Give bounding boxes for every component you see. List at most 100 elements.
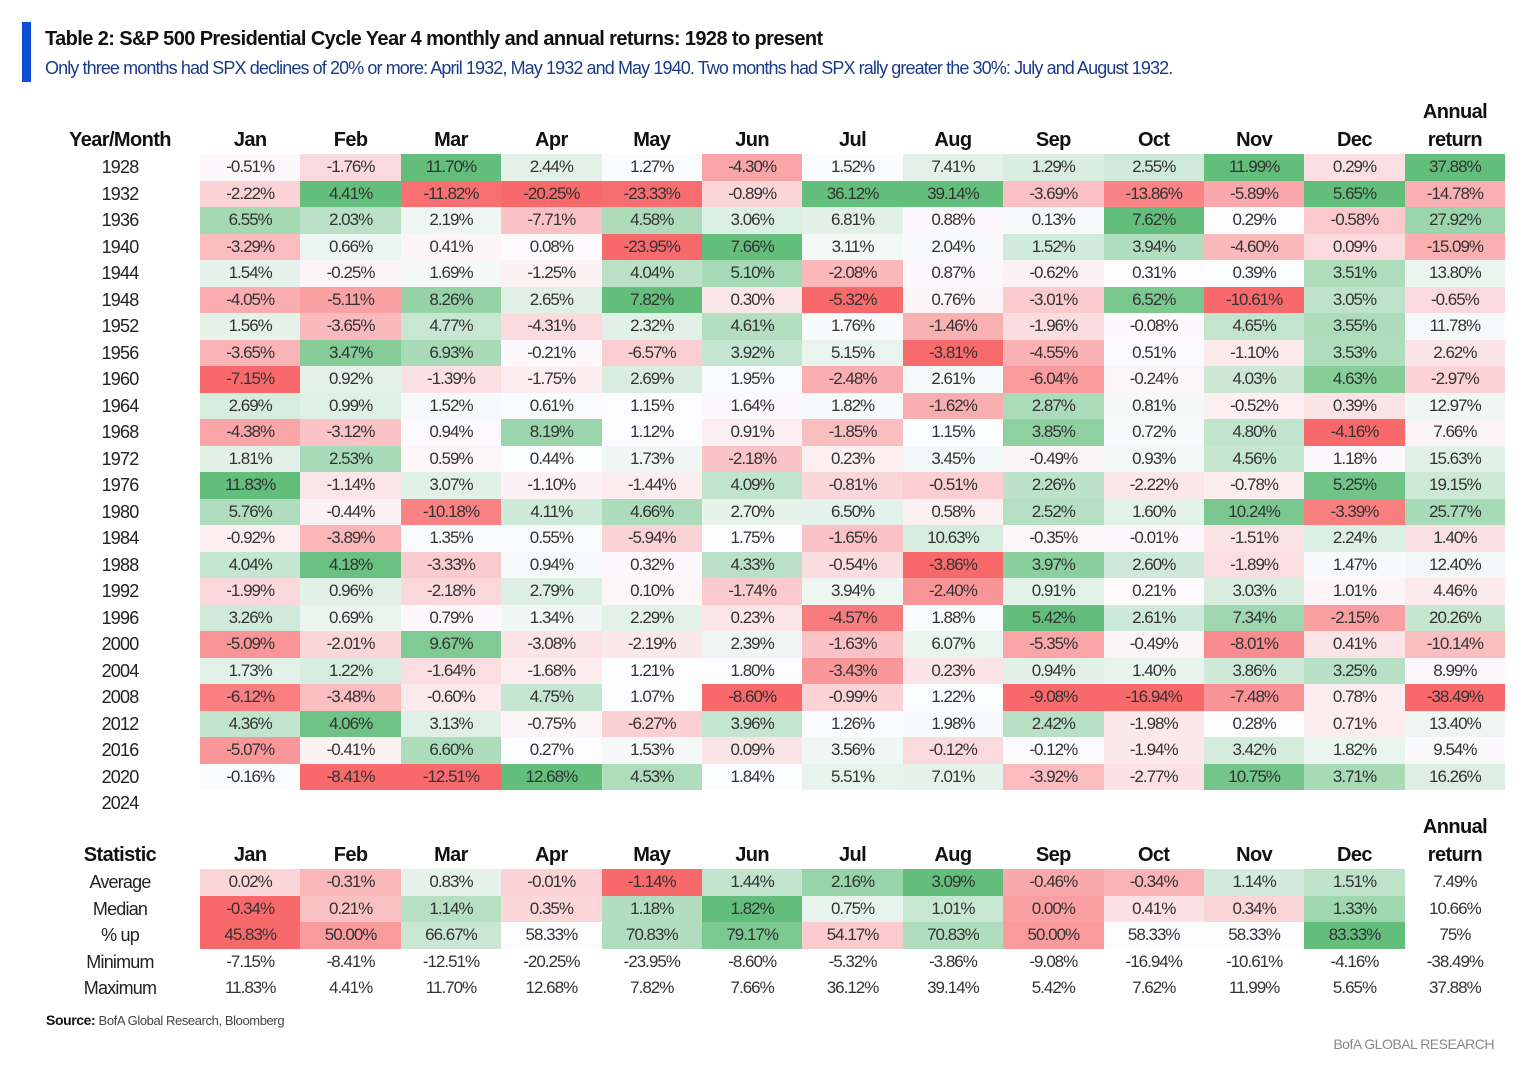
column-header-jun: Jun [735, 844, 770, 866]
heatmap-cell: -23.95% [601, 233, 702, 260]
heatmap-cell: -0.51% [902, 472, 1004, 499]
heatmap-cell: -0.54% [802, 551, 903, 578]
heatmap-cell: 1.98% [902, 710, 1004, 737]
heatmap-cell: 3.03% [1203, 578, 1305, 605]
stat-cell: -0.01% [501, 869, 602, 896]
stat-cell: -23.95% [623, 951, 681, 971]
column-header-oct: Oct [1137, 129, 1170, 151]
heatmap-cell: 3.06% [701, 207, 803, 234]
heatmap-cell: 0.88% [902, 207, 1004, 234]
stat-cell: -7.15% [226, 951, 275, 971]
heatmap-cell: 11.83% [200, 472, 301, 499]
stat-cell: 0.35% [501, 895, 602, 922]
heatmap-cell: 1.75% [701, 525, 803, 552]
heatmap-cell: 15.63% [1404, 445, 1506, 472]
heatmap-cell: -2.18% [400, 578, 502, 605]
table-row: 2016 -5.07% -0.41% 6.60% 0.27% 1.53% 0.09% 3.56… [40, 737, 1506, 764]
heatmap-cell: -0.81% [802, 472, 903, 499]
heatmap-cell: -5.35% [1003, 631, 1104, 658]
table-row: 1964 2.69% 0.99% 1.52% 0.61% 1.15% 1.64% 1.82% -… [40, 392, 1506, 419]
heatmap-cell: 0.27% [501, 737, 602, 764]
year-label: 1928 [101, 157, 140, 177]
year-label: 1960 [101, 369, 140, 389]
heatmap-cell: -1.39% [400, 366, 502, 393]
heatmap-cell: 3.97% [1003, 551, 1104, 578]
heatmap-cell: 1.12% [601, 419, 702, 446]
heatmap-cell: 8.99% [1404, 657, 1506, 684]
heatmap-cell: -1.75% [501, 366, 602, 393]
column-header-aug: Aug [934, 129, 972, 151]
heatmap-cell: 2.87% [1003, 392, 1104, 419]
column-header-oct: Oct [1137, 844, 1170, 866]
heatmap-cell: -10.18% [400, 498, 502, 525]
heatmap-cell: 1.15% [601, 392, 702, 419]
year-label: 1968 [101, 422, 140, 442]
heatmap-cell: 0.94% [501, 551, 602, 578]
heatmap-cell: -0.52% [1203, 392, 1305, 419]
heatmap-cell: 1.56% [200, 313, 301, 340]
heatmap-cell: 3.07% [400, 472, 502, 499]
stat-label: % up [101, 925, 140, 945]
table-title: Table 2: S&P 500 Presidential Cycle Year… [45, 28, 823, 50]
year-label: 1992 [101, 581, 140, 601]
stat-cell: 50.00% [300, 922, 401, 949]
column-header-jan: Jan [233, 129, 267, 151]
stat-cell: -12.51% [422, 951, 480, 971]
heatmap-cell: 0.61% [501, 392, 602, 419]
heatmap-cell: -2.22% [1103, 472, 1204, 499]
heatmap-cell: 4.58% [601, 207, 702, 234]
heatmap-cell: -1.96% [1003, 313, 1104, 340]
heatmap-cell: -8.01% [1203, 631, 1305, 658]
heatmap-cell: -0.25% [300, 260, 401, 287]
stat-row: Average 0.02% -0.31% 0.83% -0.01% -1.14% 1.44%… [40, 869, 1505, 896]
stat-cell: -38.49% [1426, 951, 1484, 971]
column-header-mar: Mar [434, 129, 468, 151]
heatmap-cell: 1.34% [501, 604, 602, 631]
year-label: 1940 [101, 236, 140, 257]
heatmap-cell: -0.58% [1304, 207, 1405, 234]
heatmap-cell: 3.45% [902, 445, 1004, 472]
table-row: 1940 -3.29% 0.66% 0.41% 0.08% -23.95% 7.66% 3.1… [40, 233, 1506, 260]
heatmap-cell: 0.39% [1203, 260, 1305, 287]
heatmap-cell: 6.07% [902, 631, 1004, 658]
heatmap-cell: -0.44% [300, 498, 401, 525]
heatmap-cell: 4.09% [701, 472, 803, 499]
heatmap-cell: -0.21% [501, 339, 602, 366]
stat-row: Median -0.34% 0.21% 1.14% 0.35% 1.18% 1.82% 0.7… [40, 895, 1505, 922]
heatmap-cell: -1.44% [601, 472, 702, 499]
heatmap-cell: 5.76% [200, 498, 301, 525]
heatmap-cell: 4.33% [701, 551, 803, 578]
stat-cell: 0.75% [802, 895, 903, 922]
heatmap-cell: 10.24% [1203, 498, 1305, 525]
heatmap-cell: -4.55% [1003, 339, 1104, 366]
heatmap-cell: 4.11% [501, 498, 602, 525]
heatmap-cell: 1.27% [601, 154, 702, 181]
heatmap-cell: 0.09% [701, 737, 803, 764]
table-row: 1956 -3.65% 3.47% 6.93% -0.21% -6.57% 3.92% 5.1… [40, 339, 1506, 366]
heatmap-cell: 2.70% [701, 498, 803, 525]
year-label: 1952 [101, 316, 140, 336]
header-row: Year/Month Jan Feb Mar Apr May Jun Jul Aug Sep Oct… [40, 126, 1505, 154]
stat-cell: 3.09% [902, 869, 1004, 896]
heatmap-cell: -1.25% [501, 260, 602, 287]
heatmap-cell: 0.29% [1304, 154, 1405, 181]
heatmap-cell: 3.42% [1203, 737, 1305, 764]
table-row: 2008 -6.12% -3.48% -0.60% 4.75% 1.07% -8.60% -0… [40, 684, 1506, 711]
table-row: 2012 4.36% 4.06% 3.13% -0.75% -6.27% 3.96% 1.26… [40, 710, 1506, 737]
heatmap-cell: 1.22% [300, 657, 401, 684]
year-label: 2016 [101, 740, 140, 760]
source-label: Source: [46, 1012, 96, 1028]
heatmap-cell: -2.01% [300, 631, 401, 658]
heatmap-cell: 0.94% [1003, 657, 1104, 684]
heatmap-cell: 0.08% [501, 233, 602, 260]
column-header-apr: Apr [535, 844, 568, 866]
heatmap-cell: 0.28% [1203, 710, 1305, 737]
statistics-table: Annual Statistic Jan Feb Mar Apr May Jun Jul Aug S… [40, 813, 1505, 1002]
heatmap-cell: 4.77% [400, 313, 502, 340]
heatmap-cell: 1.76% [802, 313, 903, 340]
heatmap-cell: -3.89% [300, 525, 401, 552]
column-header-feb: Feb [333, 844, 368, 866]
heatmap-cell: 2.61% [902, 366, 1004, 393]
heatmap-cell: 1.40% [1103, 657, 1204, 684]
heatmap-cell: 20.26% [1404, 604, 1506, 631]
